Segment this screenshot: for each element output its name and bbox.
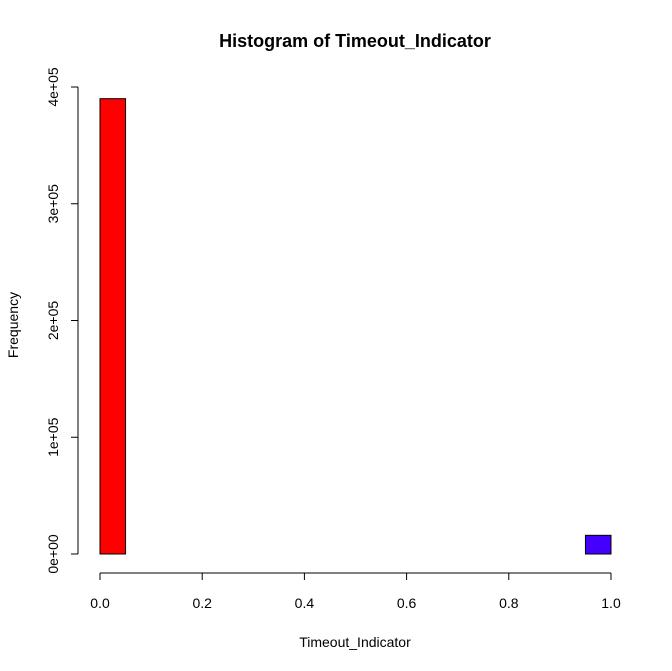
histogram-bar-0 (99, 98, 127, 555)
x-axis-ticks: 0.0 0.2 0.4 0.6 0.8 1.0 (90, 573, 621, 611)
chart-title: Histogram of Timeout_Indicator (219, 31, 491, 51)
x-tick-label: 0.2 (192, 595, 212, 611)
histogram-bar-19 (584, 534, 612, 555)
y-axis-ticks: 0e+00 1e+05 2e+05 3e+05 4e+05 (45, 67, 78, 574)
y-tick-label: 1e+05 (45, 417, 61, 457)
y-tick-label: 4e+05 (45, 67, 61, 107)
histogram-bars (99, 98, 612, 555)
x-tick-label: 1.0 (601, 595, 621, 611)
x-tick-label: 0.0 (90, 595, 110, 611)
x-tick-label: 0.6 (397, 595, 417, 611)
y-tick-label: 0e+00 (45, 534, 61, 574)
y-tick-label: 2e+05 (45, 301, 61, 341)
y-axis-label: Frequency (5, 292, 21, 358)
x-tick-label: 0.4 (295, 595, 315, 611)
y-tick-label: 3e+05 (45, 184, 61, 224)
x-tick-label: 0.8 (499, 595, 519, 611)
x-axis-label: Timeout_Indicator (299, 634, 411, 650)
